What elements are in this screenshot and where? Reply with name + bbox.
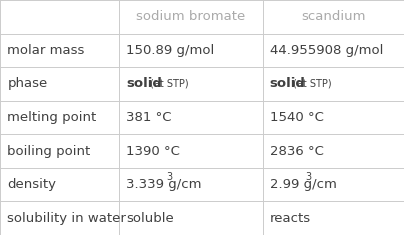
Text: 150.89 g/mol: 150.89 g/mol — [126, 44, 215, 57]
Text: 3: 3 — [305, 172, 311, 182]
Text: reacts: reacts — [270, 212, 311, 225]
Text: 2836 °C: 2836 °C — [270, 145, 324, 158]
Text: 381 °C: 381 °C — [126, 111, 172, 124]
Text: phase: phase — [7, 77, 48, 90]
Text: soluble: soluble — [126, 212, 174, 225]
Text: (at STP): (at STP) — [150, 79, 189, 89]
Text: boiling point: boiling point — [7, 145, 90, 158]
Text: scandium: scandium — [301, 10, 366, 23]
Text: 1390 °C: 1390 °C — [126, 145, 180, 158]
Text: solubility in water: solubility in water — [7, 212, 126, 225]
Text: density: density — [7, 178, 56, 191]
Text: sodium bromate: sodium bromate — [136, 10, 246, 23]
Text: 3: 3 — [166, 172, 172, 182]
Text: 1540 °C: 1540 °C — [270, 111, 324, 124]
Text: 44.955908 g/mol: 44.955908 g/mol — [270, 44, 383, 57]
Text: solid: solid — [126, 77, 162, 90]
Text: melting point: melting point — [7, 111, 97, 124]
Text: molar mass: molar mass — [7, 44, 85, 57]
Text: solid: solid — [270, 77, 306, 90]
Text: 3.339 g/cm: 3.339 g/cm — [126, 178, 202, 191]
Text: 2.99 g/cm: 2.99 g/cm — [270, 178, 337, 191]
Text: (at STP): (at STP) — [293, 79, 332, 89]
